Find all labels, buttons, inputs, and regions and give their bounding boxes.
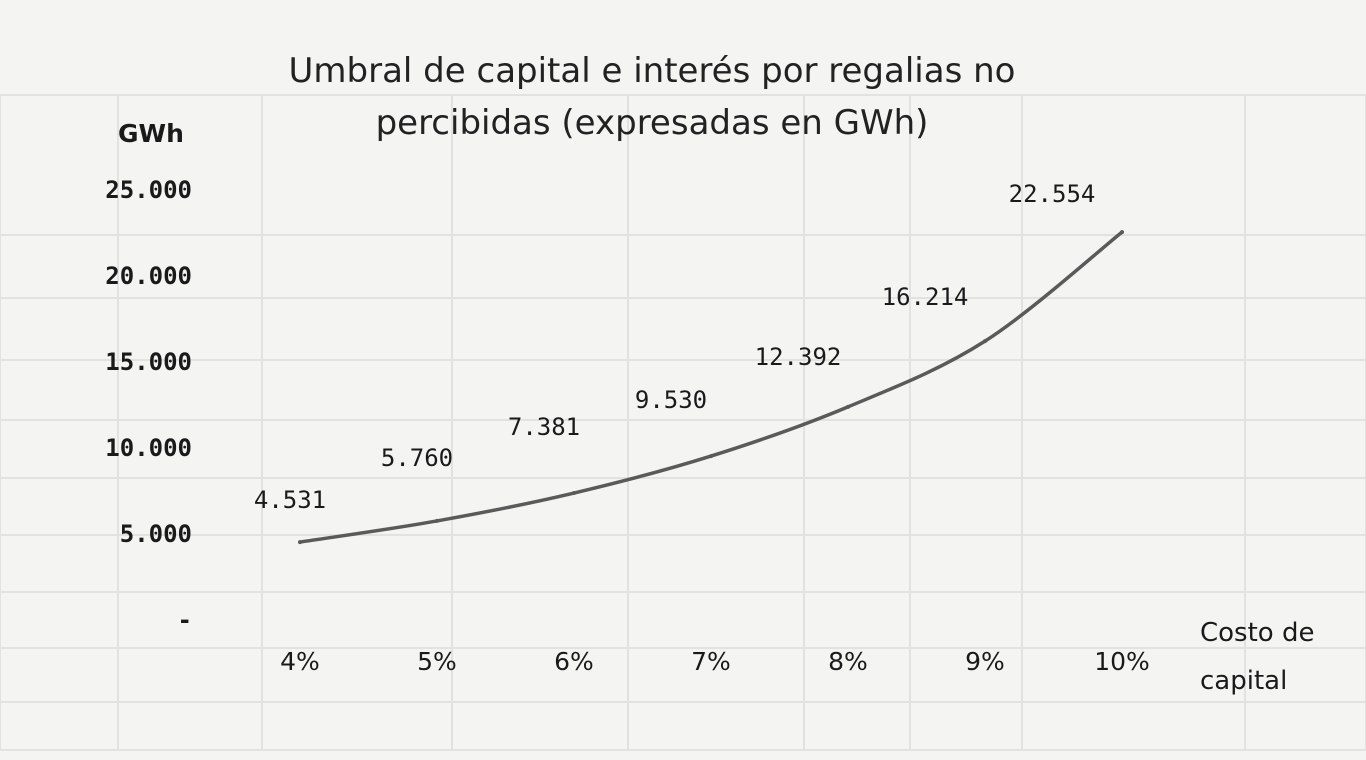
- x-axis-ticks: 4% 5% 6% 7% 8% 9% 10%: [280, 647, 1150, 676]
- chart-title-line-1: Umbral de capital e interés por regalias…: [289, 51, 1016, 91]
- x-axis-label-line-1: Costo de: [1200, 618, 1314, 648]
- data-point: [983, 339, 987, 344]
- x-tick-label: 4%: [280, 647, 320, 676]
- data-label: 7.381: [508, 413, 580, 441]
- data-point: [435, 518, 439, 523]
- x-tick-label: 10%: [1094, 647, 1150, 676]
- x-tick-label: 5%: [417, 647, 457, 676]
- data-labels: 4.531 5.760 7.381 9.530 12.392 16.214 22.554: [254, 180, 1095, 514]
- y-tick-label: 25.000: [105, 176, 192, 204]
- y-tick-label: -: [178, 606, 192, 634]
- chart-title-line-2: percibidas (expresadas en GWh): [376, 103, 929, 143]
- data-label: 12.392: [755, 343, 842, 371]
- data-point: [846, 404, 850, 409]
- x-tick-label: 9%: [965, 647, 1005, 676]
- x-tick-label: 8%: [828, 647, 868, 676]
- background-table-ghost: [0, 94, 1366, 751]
- data-point: [709, 454, 713, 459]
- y-axis-label: GWh: [118, 119, 184, 148]
- series-line: [298, 230, 1124, 544]
- x-axis-label-line-2: capital: [1200, 666, 1287, 696]
- data-label: 9.530: [635, 386, 707, 414]
- data-label: 16.214: [882, 283, 969, 311]
- data-point: [1120, 230, 1124, 235]
- y-tick-label: 15.000: [105, 348, 192, 376]
- y-tick-label: 5.000: [120, 520, 192, 548]
- data-label: 22.554: [1009, 180, 1096, 208]
- x-tick-label: 7%: [691, 647, 731, 676]
- series-points: [298, 230, 1124, 545]
- y-tick-label: 10.000: [105, 434, 192, 462]
- y-axis-ticks: - 5.000 10.000 15.000 20.000 25.000: [105, 176, 192, 634]
- data-point: [298, 540, 302, 545]
- y-tick-label: 20.000: [105, 262, 192, 290]
- data-label: 5.760: [381, 444, 453, 472]
- data-label: 4.531: [254, 486, 326, 514]
- data-point: [572, 491, 576, 496]
- x-tick-label: 6%: [554, 647, 594, 676]
